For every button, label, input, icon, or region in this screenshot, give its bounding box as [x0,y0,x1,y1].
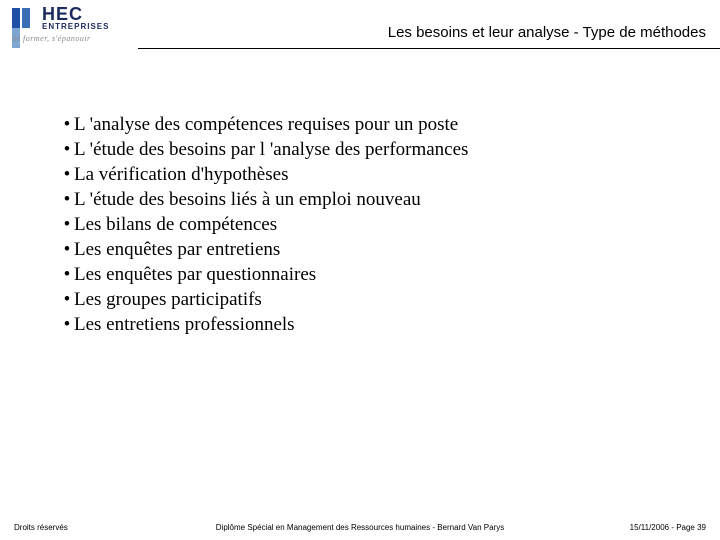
bullet-item: •L 'analyse des compétences requises pou… [60,112,680,137]
bullet-item: •Les groupes participatifs [60,287,680,312]
bullet-item: •L 'étude des besoins liés à un emploi n… [60,187,680,212]
bullet-text: Les enquêtes par entretiens [74,239,280,260]
body: •L 'analyse des compétences requises pou… [60,112,680,337]
bullet-text: L 'analyse des compétences requises pour… [74,114,458,135]
slide: HEC ENTREPRISES Se former, s'épanouir Le… [0,0,720,540]
bullet-item: •La vérification d'hypothèses [60,162,680,187]
logo: HEC ENTREPRISES Se former, s'épanouir [12,6,122,48]
bullet-dot-icon: • [60,312,74,337]
bullet-text: Les groupes participatifs [74,289,262,310]
footer-right: 15/11/2006 - Page 39 [630,523,706,532]
bullet-item: •Les bilans de compétences [60,212,680,237]
title-rule [138,48,720,49]
bullet-item: •Les entretiens professionnels [60,312,680,337]
bullet-dot-icon: • [60,262,74,287]
header: HEC ENTREPRISES Se former, s'épanouir Le… [0,6,720,52]
bullet-dot-icon: • [60,137,74,162]
footer: Droits réservés Diplôme Spécial en Manag… [0,516,720,534]
bullet-dot-icon: • [60,112,74,137]
logo-bars-icon [12,8,38,28]
bullet-dot-icon: • [60,187,74,212]
slide-title: Les besoins et leur analyse - Type de mé… [388,24,706,41]
bullet-text: Les bilans de compétences [74,214,277,235]
bullet-item: •Les enquêtes par questionnaires [60,262,680,287]
bullet-dot-icon: • [60,237,74,262]
logo-brand-sub: ENTREPRISES [42,22,109,31]
bullet-text: La vérification d'hypothèses [74,164,288,185]
logo-tagline: Se former, s'épanouir [12,34,91,43]
footer-center: Diplôme Spécial en Management des Ressou… [0,523,720,532]
bullet-dot-icon: • [60,212,74,237]
bullet-text: Les enquêtes par questionnaires [74,264,316,285]
bullet-text: L 'étude des besoins liés à un emploi no… [74,189,421,210]
bullet-text: Les entretiens professionnels [74,314,295,335]
bullet-item: •Les enquêtes par entretiens [60,237,680,262]
bullet-item: •L 'étude des besoins par l 'analyse des… [60,137,680,162]
bullet-dot-icon: • [60,287,74,312]
bullet-text: L 'étude des besoins par l 'analyse des … [74,139,468,160]
bullet-dot-icon: • [60,162,74,187]
